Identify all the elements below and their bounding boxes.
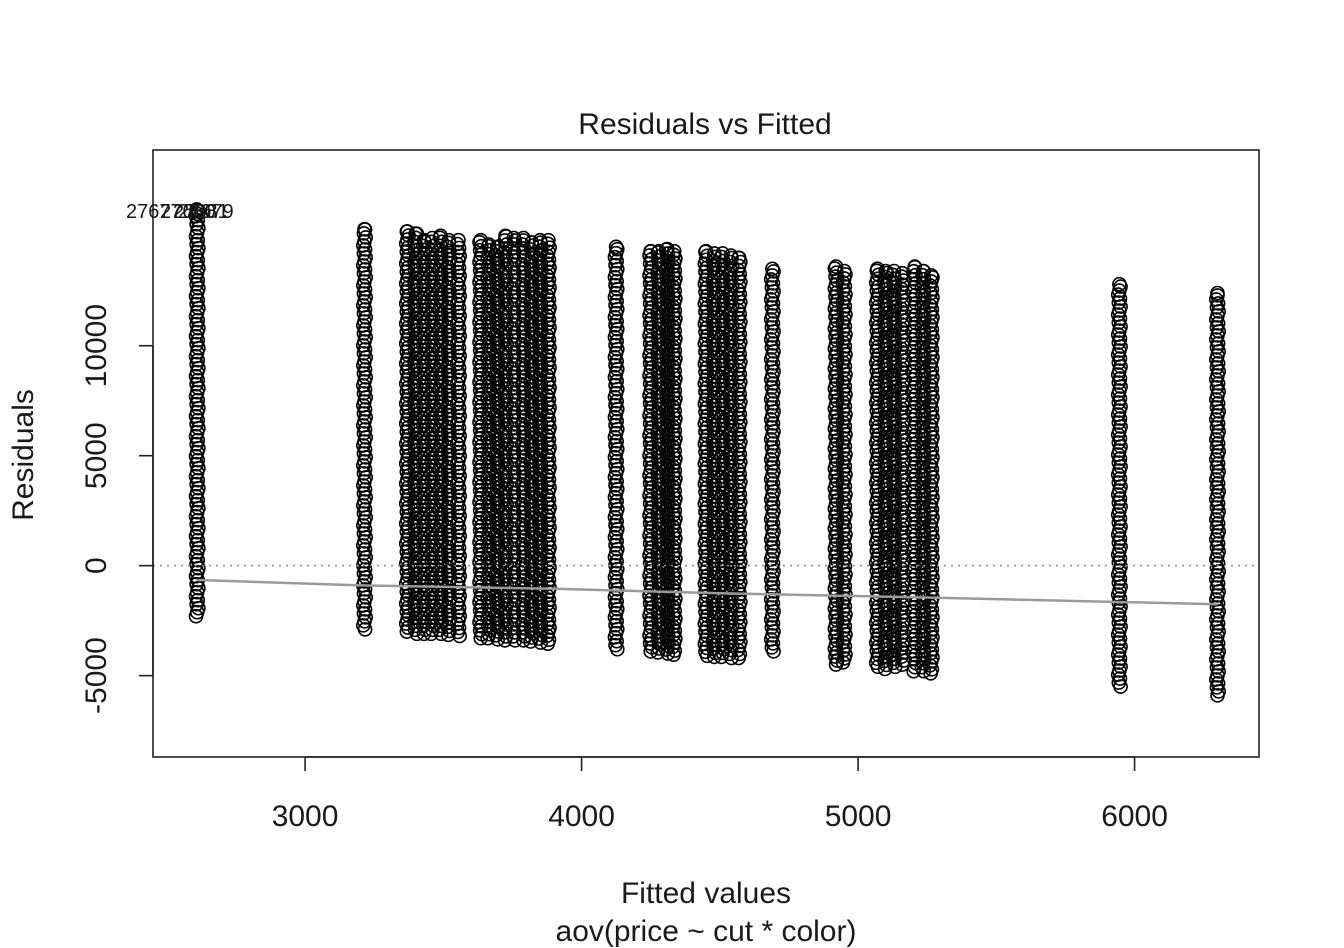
residual-point (765, 261, 780, 277)
residual-point (836, 263, 852, 279)
residual-point (1210, 285, 1225, 301)
residual-point (706, 246, 722, 261)
residual-point (878, 263, 894, 279)
residual-point (870, 261, 885, 277)
fitted-group-points (763, 261, 781, 659)
residual-point (472, 234, 487, 250)
fitted-group-points (730, 250, 748, 666)
outlier-point (191, 204, 207, 219)
residual-point (608, 239, 624, 255)
chart-title: Residuals vs Fitted (578, 108, 831, 141)
fitted-group-points (539, 232, 557, 652)
fitted-group-points (835, 263, 853, 670)
residual-point (516, 230, 531, 246)
residual-point (433, 228, 448, 244)
outlier-point (189, 202, 205, 218)
residual-point (715, 246, 730, 261)
y-tick-label: 0 (80, 557, 113, 574)
fitted-group-points (665, 243, 683, 663)
x-axis: 3000 4000 5000 6000 (272, 756, 1168, 833)
residual-point (424, 230, 440, 246)
fitted-group-points (449, 232, 468, 644)
residual-point (498, 228, 513, 244)
x-tick-label: 3000 (272, 800, 339, 833)
residual-point (451, 232, 466, 248)
fitted-group-points (607, 239, 625, 657)
outlier-label: 27681 (173, 201, 229, 223)
fitted-group-points (188, 206, 206, 624)
residual-point (706, 249, 722, 265)
x-tick-label: 5000 (825, 800, 892, 833)
y-tick-label: 5000 (80, 422, 113, 489)
outlier-label: 27679 (178, 201, 234, 223)
residual-point (441, 232, 457, 248)
x-tick-label: 6000 (1101, 800, 1168, 833)
outlier-label: 27680 (160, 201, 216, 223)
model-formula-label: aov(price ~ cut * color) (556, 915, 857, 948)
fitted-group-points (1209, 285, 1226, 703)
y-tick-label: -5000 (80, 637, 113, 714)
residual-point (1112, 276, 1127, 292)
residual-point (907, 259, 923, 274)
residual-point (541, 232, 556, 248)
residual-point (828, 259, 844, 274)
fitted-group-points (1110, 276, 1128, 694)
smooth-trend-line (197, 578, 1218, 606)
y-tick-label: 10000 (80, 304, 113, 387)
fitted-group-points (505, 230, 523, 648)
residual-point (357, 221, 372, 237)
y-axis: -5000 0 5000 10000 (80, 304, 154, 714)
y-axis-label: Residuals (7, 389, 40, 521)
residual-point (925, 270, 940, 285)
x-axis-label: Fitted values (621, 877, 791, 910)
residual-point (731, 250, 747, 266)
residual-point (666, 243, 682, 259)
residual-point (923, 268, 939, 283)
residual-point (532, 232, 548, 248)
fitted-group-points (922, 268, 940, 681)
residual-point (524, 235, 540, 250)
fitted-group-points (355, 221, 374, 637)
x-tick-label: 4000 (548, 800, 615, 833)
residual-point (650, 245, 666, 260)
residual-points-layer (188, 202, 1226, 703)
outlier-label: 27677 (126, 201, 182, 223)
